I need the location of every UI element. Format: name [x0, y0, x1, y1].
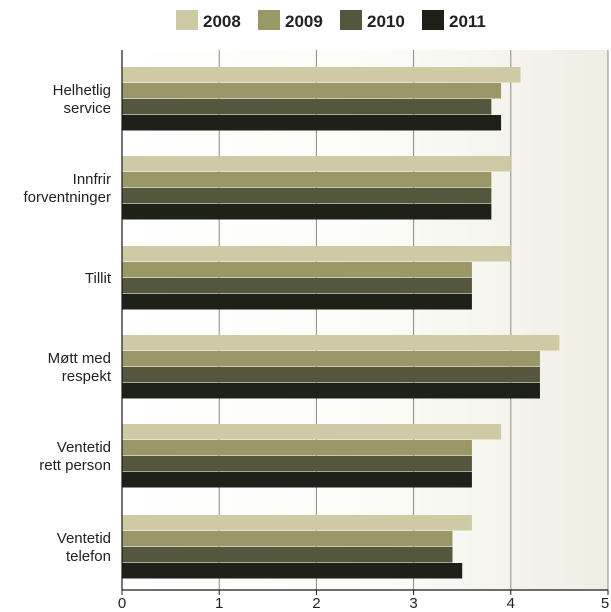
bar-2008-4: [122, 335, 560, 351]
bars: [122, 67, 560, 579]
bar-2008-2: [122, 156, 511, 172]
category-label: Tillit: [85, 270, 112, 287]
legend-swatch-2008: [176, 10, 198, 30]
bar-2011-5: [122, 472, 472, 488]
bar-2008-6: [122, 515, 472, 531]
legend-swatch-2009: [258, 10, 280, 30]
legend-swatch-2010: [340, 10, 362, 30]
bar-2008-1: [122, 67, 521, 83]
bar-2011-6: [122, 563, 463, 579]
bar-2009-3: [122, 262, 472, 278]
bar-2010-2: [122, 188, 492, 204]
bar-2009-5: [122, 440, 472, 456]
category-label: rett person: [39, 457, 111, 474]
bar-2010-1: [122, 99, 492, 115]
legend: 2008 2009 2010 2011: [176, 10, 486, 31]
bar-2011-4: [122, 383, 540, 399]
x-tick-labels: 0 1 2 3 4 5: [118, 595, 609, 612]
plot-area: [122, 50, 608, 590]
x-tick-label: 0: [118, 595, 126, 612]
legend-label-2008: 2008: [203, 12, 241, 31]
bar-2008-5: [122, 424, 502, 440]
category-label: Ventetid: [57, 439, 111, 456]
bar-2010-5: [122, 456, 472, 472]
bar-2010-4: [122, 367, 540, 383]
category-label: Ventetid: [57, 530, 111, 547]
category-label: respekt: [62, 368, 112, 385]
legend-label-2009: 2009: [285, 12, 323, 31]
bar-2010-3: [122, 278, 472, 294]
bar-2009-4: [122, 351, 540, 367]
bar-2009-1: [122, 83, 502, 99]
bar-2009-2: [122, 172, 492, 188]
category-label: telefon: [66, 548, 111, 565]
legend-label-2011: 2011: [449, 12, 486, 31]
bar-2010-6: [122, 547, 453, 563]
x-tick-label: 5: [601, 595, 609, 612]
category-label: forventninger: [23, 189, 111, 206]
bar-2011-1: [122, 115, 502, 131]
category-label: Innfrir: [73, 171, 111, 188]
legend-swatch-2011: [422, 10, 444, 30]
x-tick-label: 4: [507, 595, 515, 612]
category-label: service: [63, 100, 111, 117]
axes: [121, 50, 609, 595]
x-tick-label: 3: [409, 595, 417, 612]
bar-2011-2: [122, 204, 492, 220]
bar-2008-3: [122, 246, 511, 262]
x-tick-label: 2: [312, 595, 320, 612]
bar-2009-6: [122, 531, 453, 547]
legend-label-2010: 2010: [367, 12, 405, 31]
gridlines: [218, 50, 609, 590]
category-label: Møtt med: [48, 350, 111, 367]
x-tick-label: 1: [215, 595, 223, 612]
bar-2011-3: [122, 294, 472, 310]
category-label: Helhetlig: [53, 82, 111, 99]
